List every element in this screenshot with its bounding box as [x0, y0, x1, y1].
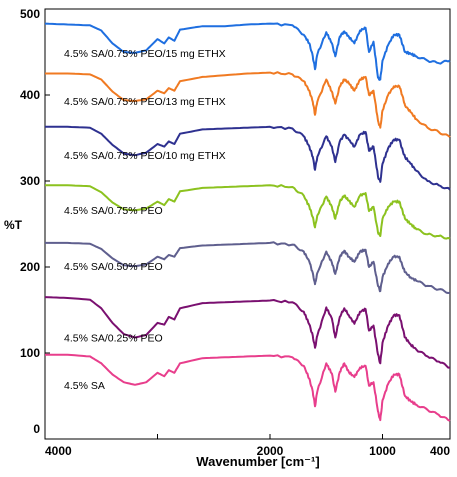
x-axis-label: Wavenumber [cm⁻¹] [196, 454, 319, 469]
series-line-5 [44, 296, 450, 369]
series-layer [44, 22, 451, 422]
series-line-3 [45, 184, 451, 240]
series-label-3: 4.5% SA/0.75% PEO [64, 205, 163, 217]
y-tick-label-500: 500 [20, 7, 40, 21]
y-tick-label-100: 100 [20, 346, 40, 360]
series-label-layer: 4.5% SA/0.75% PEO/15 mg ETHX 4.5% SA/0.75… [64, 48, 226, 392]
series-line-0 [44, 22, 451, 81]
series-line-6 [45, 353, 451, 422]
series-line-1 [45, 71, 451, 138]
series-label-0: 4.5% SA/0.75% PEO/15 mg ETHX [64, 48, 226, 60]
y-tick-label-0: 0 [33, 422, 40, 436]
series-line-2 [45, 125, 451, 191]
series-label-1: 4.5% SA/0.75% PEO/13 mg ETHX [64, 96, 226, 108]
y-axis-label: %T [4, 218, 23, 232]
y-tick-label-400: 400 [20, 88, 40, 102]
x-tick-label-4000: 4000 [45, 444, 72, 458]
series-line-4 [45, 241, 451, 294]
y-tick-label-300: 300 [20, 174, 40, 188]
series-label-2: 4.5% SA/0.75% PEO/10 mg ETHX [64, 150, 226, 162]
x-tick-label-400: 400 [430, 444, 450, 458]
x-tick-label-2000: 2000 [257, 444, 284, 458]
x-tick-label-1000: 1000 [369, 444, 396, 458]
series-label-6: 4.5% SA [64, 380, 105, 392]
series-label-4: 4.5% SA/0.50% PEO [64, 261, 163, 273]
plot-frame [44, 8, 451, 440]
y-tick-label-200: 200 [20, 260, 40, 274]
series-label-5: 4.5% SA/0.25% PEO [64, 333, 163, 345]
